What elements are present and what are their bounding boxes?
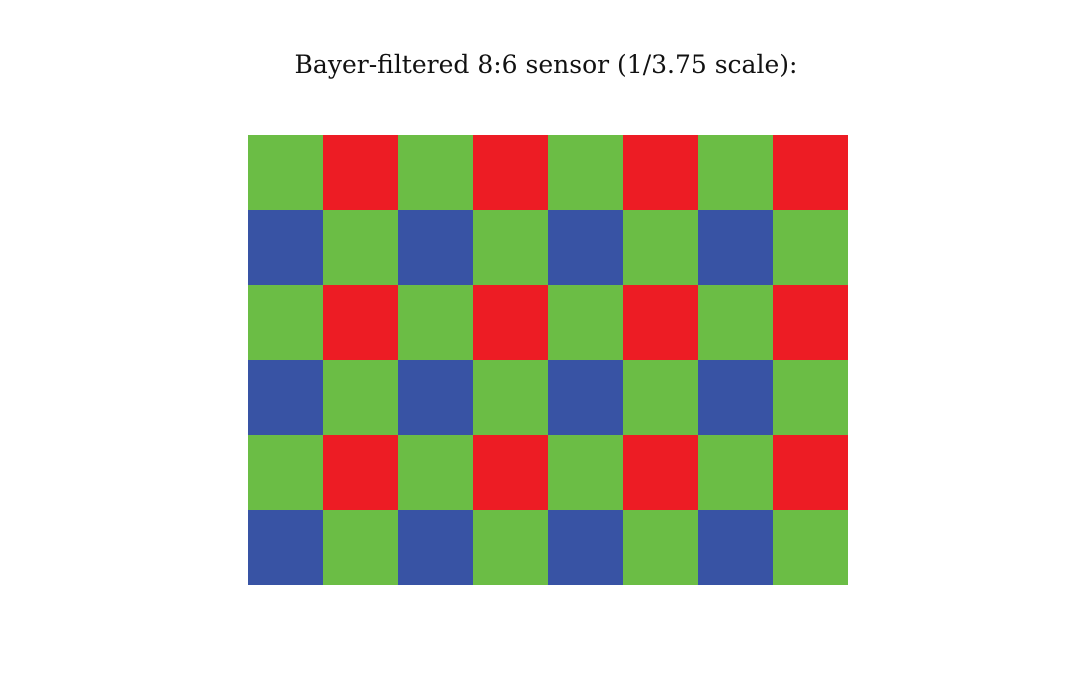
blue-filter-cell — [698, 210, 773, 285]
diagram-title: Bayer-filtered 8:6 sensor (1/3.75 scale)… — [294, 50, 798, 79]
blue-filter-cell — [248, 360, 323, 435]
green-filter-cell — [548, 435, 623, 510]
green-filter-cell — [698, 135, 773, 210]
green-filter-cell — [548, 135, 623, 210]
green-filter-cell — [398, 285, 473, 360]
red-filter-cell — [473, 135, 548, 210]
green-filter-cell — [248, 435, 323, 510]
green-filter-cell — [323, 360, 398, 435]
red-filter-cell — [473, 285, 548, 360]
blue-filter-cell — [398, 210, 473, 285]
blue-filter-cell — [698, 510, 773, 585]
red-filter-cell — [623, 135, 698, 210]
red-filter-cell — [323, 285, 398, 360]
green-filter-cell — [398, 135, 473, 210]
green-filter-cell — [323, 510, 398, 585]
bayer-sensor-grid — [248, 135, 848, 585]
green-filter-cell — [248, 285, 323, 360]
green-filter-cell — [773, 210, 848, 285]
blue-filter-cell — [698, 360, 773, 435]
red-filter-cell — [623, 435, 698, 510]
green-filter-cell — [473, 510, 548, 585]
green-filter-cell — [623, 210, 698, 285]
red-filter-cell — [323, 435, 398, 510]
blue-filter-cell — [548, 210, 623, 285]
red-filter-cell — [773, 435, 848, 510]
green-filter-cell — [623, 360, 698, 435]
blue-filter-cell — [398, 360, 473, 435]
green-filter-cell — [398, 435, 473, 510]
green-filter-cell — [248, 135, 323, 210]
red-filter-cell — [473, 435, 548, 510]
red-filter-cell — [323, 135, 398, 210]
red-filter-cell — [623, 285, 698, 360]
green-filter-cell — [623, 510, 698, 585]
blue-filter-cell — [548, 360, 623, 435]
green-filter-cell — [698, 285, 773, 360]
green-filter-cell — [773, 510, 848, 585]
green-filter-cell — [473, 360, 548, 435]
blue-filter-cell — [248, 210, 323, 285]
green-filter-cell — [698, 435, 773, 510]
green-filter-cell — [473, 210, 548, 285]
green-filter-cell — [323, 210, 398, 285]
red-filter-cell — [773, 285, 848, 360]
blue-filter-cell — [398, 510, 473, 585]
red-filter-cell — [773, 135, 848, 210]
green-filter-cell — [548, 285, 623, 360]
blue-filter-cell — [248, 510, 323, 585]
green-filter-cell — [773, 360, 848, 435]
blue-filter-cell — [548, 510, 623, 585]
